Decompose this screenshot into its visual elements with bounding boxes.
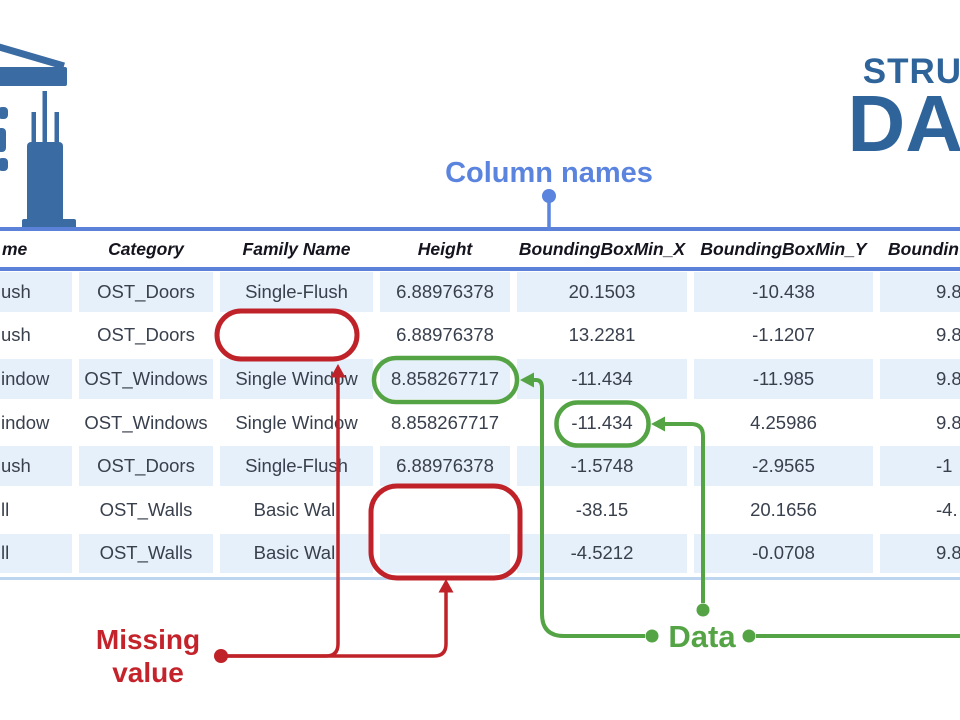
missing-value-circle-height: [368, 483, 523, 581]
table-cell: 9.8: [936, 324, 960, 346]
data-label: Data: [668, 619, 736, 654]
table-cell-highlighted: -11.434: [571, 411, 633, 433]
table-cell: 9.8: [880, 359, 960, 399]
table-cell: 6.88976378: [380, 446, 510, 486]
table-cell: Single-Flush: [220, 272, 373, 312]
data-arrowhead-1: [520, 372, 534, 388]
table-cell: 6.88976378: [396, 324, 494, 346]
data-circle-height: [371, 355, 520, 405]
table-cell: OST_Doors: [97, 324, 195, 346]
column-names-pointer: [542, 189, 556, 231]
table-cell: OST_Doors: [79, 446, 213, 486]
table-cell: 20.1503: [517, 272, 687, 312]
data-dot-top: [696, 603, 710, 617]
table-cell: ll: [0, 533, 72, 574]
table-row: indow OST_Windows Single Window 8.858267…: [0, 403, 960, 443]
missing-connector-dot: [214, 649, 228, 663]
header-cell-bbmin-z: Boundin: [888, 238, 959, 259]
data-dot-right: [742, 629, 756, 643]
table-cell: ush: [0, 272, 72, 312]
table-cell: -1.5748: [517, 446, 687, 486]
table-cell-highlighted: 8.858267717: [380, 359, 510, 399]
title-structured: STRU: [862, 52, 960, 91]
table-cell: -1.1207: [752, 324, 815, 346]
table-cell: 9.8: [880, 533, 960, 574]
table-row: indow OST_Windows Single Window 8.858267…: [0, 359, 960, 399]
table-top-border: [0, 227, 960, 231]
table-header-border: [0, 267, 960, 271]
data-dot-left: [645, 629, 659, 643]
data-circle-bbminx: [554, 400, 651, 448]
missing-value-circle-family: [214, 308, 360, 362]
table-cell: 9.8: [936, 411, 960, 433]
table-cell: Single-Flush: [220, 446, 373, 486]
table-row: ll OST_Walls Basic Wall -38.15 20.1656 -…: [0, 490, 960, 530]
table-row: ush OST_Doors 6.88976378 13.2281 -1.1207…: [0, 316, 960, 356]
table-cell: 4.25986: [750, 411, 817, 433]
table-cell: -38.15: [575, 498, 629, 520]
missing-arrowhead-2: [438, 579, 454, 593]
table-cell: 6.88976378: [380, 272, 510, 312]
table-row: ush OST_Doors Single-Flush 6.88976378 20…: [0, 272, 960, 312]
table-cell: -11.985: [694, 359, 873, 399]
table-cell-missing: [380, 533, 510, 574]
table-cell: 20.1656: [750, 498, 817, 520]
header-cell-name: me: [2, 238, 28, 259]
table-cell: -4.: [936, 498, 958, 520]
table-row: ll OST_Walls Basic Wall -4.5212 -0.0708 …: [0, 533, 960, 574]
table-cell: indow: [1, 411, 50, 433]
table-cell: OST_Doors: [79, 272, 213, 312]
table-cell: OST_Windows: [84, 411, 208, 433]
table-cell: 9.8: [880, 272, 960, 312]
table-cell: -2.9565: [694, 446, 873, 486]
table-cell: ll: [1, 498, 10, 520]
data-arrowhead-2: [651, 416, 665, 432]
missing-arrowhead-1: [330, 364, 346, 378]
table-cell: OST_Windows: [79, 359, 213, 399]
table-cell: -1: [880, 446, 960, 486]
table-cell: -10.438: [694, 272, 873, 312]
table-cell: Single Window: [235, 411, 358, 433]
header-cell-height: Height: [417, 238, 473, 259]
title-data: DA: [847, 79, 960, 168]
table-body: ush OST_Doors Single-Flush 6.88976378 20…: [0, 272, 960, 574]
table-cell: -11.434: [517, 359, 687, 399]
table-cell: 13.2281: [568, 324, 636, 346]
table-cell: ush: [0, 446, 72, 486]
header-cell-bbmin-y: BoundingBoxMin_Y: [700, 238, 867, 259]
table-cell: -0.0708: [694, 533, 873, 574]
missing-value-connector: [221, 377, 448, 658]
table-cell: 8.858267717: [390, 411, 500, 433]
table-header-row: me Category Family Name Height BoundingB…: [0, 231, 960, 267]
data-connector: [533, 378, 960, 638]
table-cell: ush: [1, 324, 31, 346]
column-names-label: Column names: [445, 157, 653, 189]
table-cell: indow: [0, 359, 72, 399]
table-cell: Basic Wall: [220, 533, 373, 574]
header-cell-category: Category: [108, 238, 184, 259]
header-cell-bbmin-x: BoundingBoxMin_X: [518, 238, 686, 259]
table-cell: Single Window: [220, 359, 373, 399]
table-cell: OST_Walls: [99, 498, 193, 520]
table-row: ush OST_Doors Single-Flush 6.88976378 -1…: [0, 446, 960, 486]
table-cell: -4.5212: [517, 533, 687, 574]
table-cell: OST_Walls: [79, 533, 213, 574]
missing-value-label: Missing value: [95, 624, 201, 688]
header-cell-family-name: Family Name: [242, 238, 351, 259]
table-cell: Basic Wall: [253, 498, 340, 520]
